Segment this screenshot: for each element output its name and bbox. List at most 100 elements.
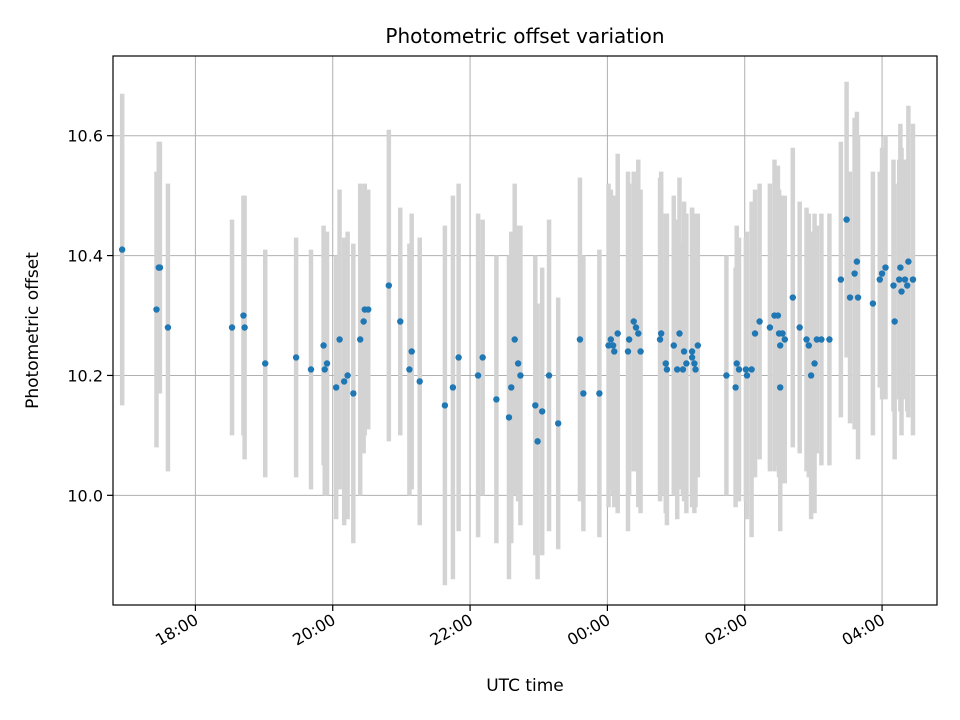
- data-point: [777, 384, 784, 391]
- data-point: [674, 366, 681, 373]
- y-tick-label: 10.2: [67, 366, 103, 385]
- data-point: [882, 264, 889, 271]
- data-point: [694, 342, 702, 349]
- data-point: [360, 318, 367, 325]
- data-point: [605, 342, 612, 349]
- data-point: [630, 318, 637, 325]
- data-point: [164, 324, 172, 331]
- data-point: [336, 336, 343, 343]
- data-point: [576, 336, 584, 343]
- data-point: [748, 366, 755, 373]
- data-point: [779, 330, 786, 337]
- data-point: [240, 312, 247, 319]
- data-point: [789, 294, 796, 301]
- data-point: [532, 402, 539, 409]
- y-axis-label: Photometric offset: [23, 252, 43, 409]
- data-point: [479, 354, 486, 361]
- data-point: [688, 348, 696, 355]
- data-point: [796, 324, 803, 331]
- data-point: [320, 342, 327, 349]
- data-points: [118, 216, 917, 445]
- data-point: [723, 372, 730, 379]
- data-point: [891, 318, 898, 325]
- data-point: [733, 360, 740, 367]
- data-point: [890, 282, 897, 289]
- data-point: [153, 306, 160, 313]
- data-point: [905, 258, 912, 265]
- data-point: [807, 372, 815, 379]
- data-point: [534, 438, 541, 445]
- data-point: [680, 348, 688, 355]
- data-point: [679, 366, 687, 373]
- data-point: [321, 366, 328, 373]
- data-point: [676, 330, 683, 337]
- data-point: [635, 330, 642, 337]
- data-point: [505, 414, 513, 421]
- data-point: [688, 354, 696, 361]
- data-point: [580, 390, 587, 397]
- data-point: [898, 288, 905, 295]
- data-point: [474, 372, 482, 379]
- data-point: [663, 366, 671, 373]
- data-point: [262, 360, 269, 367]
- data-point: [554, 420, 562, 427]
- data-point: [756, 318, 763, 325]
- data-point: [662, 360, 669, 367]
- data-point: [156, 264, 164, 271]
- data-point: [385, 282, 393, 289]
- data-point: [350, 390, 357, 397]
- data-point: [609, 342, 617, 349]
- data-point: [449, 384, 457, 391]
- y-tick-label: 10.0: [67, 486, 103, 505]
- data-point: [683, 360, 690, 367]
- data-point: [307, 366, 315, 373]
- data-point: [853, 258, 861, 265]
- data-point: [843, 216, 850, 223]
- data-point: [901, 276, 909, 283]
- x-axis-label: UTC time: [486, 676, 564, 696]
- data-point: [878, 270, 886, 277]
- data-point: [803, 336, 810, 343]
- data-point: [818, 336, 825, 343]
- data-point: [493, 396, 500, 403]
- data-point: [691, 360, 698, 367]
- data-point: [118, 246, 126, 253]
- data-point: [732, 384, 739, 391]
- data-point: [657, 330, 665, 337]
- data-point: [826, 336, 833, 343]
- data-point: [805, 342, 813, 349]
- data-point: [751, 330, 759, 337]
- data-point: [614, 330, 621, 337]
- y-axis-ticks: 10.0 10.2 10.4 10.6: [67, 127, 113, 505]
- data-point: [625, 336, 633, 343]
- data-point: [692, 366, 699, 373]
- data-point: [416, 378, 423, 385]
- data-point: [408, 348, 415, 355]
- data-point: [332, 384, 340, 391]
- y-tick-label: 10.6: [67, 127, 103, 146]
- data-point: [511, 336, 518, 343]
- data-point: [508, 384, 515, 391]
- data-point: [774, 312, 782, 319]
- data-point: [670, 342, 677, 349]
- data-point: [742, 366, 750, 373]
- data-point: [656, 336, 664, 343]
- data-point: [340, 378, 348, 385]
- plot-frame: [112, 55, 938, 606]
- data-point: [846, 294, 854, 301]
- data-point: [323, 360, 331, 367]
- data-point: [781, 336, 788, 343]
- chart-title: Photometric offset variation: [385, 24, 664, 48]
- data-point: [854, 294, 862, 301]
- data-point: [228, 324, 236, 331]
- data-point: [357, 336, 364, 343]
- data-point: [904, 282, 911, 289]
- data-point: [611, 348, 618, 355]
- data-point: [607, 336, 615, 343]
- data-point: [517, 372, 524, 379]
- y-tick-label: 10.4: [67, 247, 103, 266]
- data-point: [897, 264, 904, 271]
- data-point: [811, 360, 818, 367]
- data-point: [632, 324, 640, 331]
